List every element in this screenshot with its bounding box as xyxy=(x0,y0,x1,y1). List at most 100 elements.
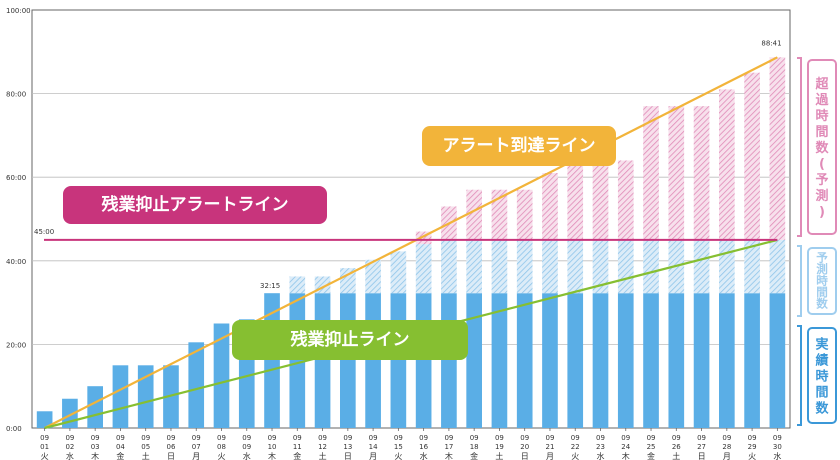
x-tick-label: 11 xyxy=(293,443,302,451)
x-tick-label: 23 xyxy=(596,443,605,451)
x-tick-label: 09 xyxy=(621,434,630,442)
y-tick-label: 0:00 xyxy=(6,425,22,433)
x-tick-label: 水 xyxy=(243,451,251,460)
bar-actual xyxy=(213,323,230,428)
bar-actual xyxy=(390,293,407,428)
data-label-first: 32:15 xyxy=(260,282,280,290)
x-tick-label: 日 xyxy=(698,452,706,460)
x-tick-label: 09 xyxy=(293,434,302,442)
bar-actual xyxy=(516,293,533,428)
bar-forecast xyxy=(365,259,381,294)
x-tick-label: 09 xyxy=(672,434,681,442)
bar-actual xyxy=(693,293,710,428)
legend-bracket xyxy=(797,245,802,317)
x-tick-label: 14 xyxy=(369,443,378,451)
x-tick-label: 03 xyxy=(91,443,100,451)
bar-excess xyxy=(719,89,735,240)
x-tick-label: 09 xyxy=(167,434,176,442)
x-tick-label: 金 xyxy=(293,451,301,460)
bar-forecast xyxy=(719,239,735,294)
bar-forecast xyxy=(466,239,482,294)
x-tick-label: 17 xyxy=(444,443,453,451)
x-tick-label: 火 xyxy=(748,452,756,460)
x-tick-label: 09 xyxy=(647,434,656,442)
x-tick-label: 09 xyxy=(773,434,782,442)
bar-forecast xyxy=(744,239,760,294)
bar-actual xyxy=(188,342,205,428)
x-tick-label: 金 xyxy=(470,451,478,460)
x-tick-label: 09 xyxy=(268,434,277,442)
x-tick-label: 火 xyxy=(41,452,49,460)
x-tick-label: 04 xyxy=(116,443,125,451)
x-tick-label: 09 xyxy=(91,434,100,442)
bar-excess xyxy=(466,189,482,240)
bar-actual xyxy=(567,293,584,428)
x-tick-label: 28 xyxy=(722,443,731,451)
x-tick-label: 06 xyxy=(167,443,176,451)
x-tick-label: 火 xyxy=(218,452,226,460)
legend-label: 実績時間数 xyxy=(815,336,829,416)
bar-forecast xyxy=(415,244,432,294)
data-label-last: 88:41 xyxy=(761,39,781,47)
x-tick-label: 07 xyxy=(192,443,201,451)
x-tick-label: 13 xyxy=(343,443,352,451)
x-tick-label: 水 xyxy=(597,451,605,460)
x-tick-label: 土 xyxy=(142,451,150,460)
x-tick-label: 金 xyxy=(116,451,124,460)
x-tick-label: 09 xyxy=(697,434,706,442)
x-tick-label: 09 xyxy=(141,434,150,442)
bar-actual xyxy=(542,293,558,428)
x-tick-label: 20 xyxy=(520,443,529,451)
bar-excess xyxy=(516,189,533,240)
bar-actual xyxy=(340,293,356,428)
suppress-alert-line-label: 残業抑止アラートライン xyxy=(63,186,327,224)
x-tick-label: 日 xyxy=(521,452,529,460)
bar-forecast xyxy=(769,239,786,294)
x-tick-label: 09 xyxy=(596,434,605,442)
x-tick-label: 09 xyxy=(495,434,504,442)
bar-actual xyxy=(617,293,634,428)
y-tick-label: 80:00 xyxy=(6,91,26,99)
alert-line xyxy=(44,56,778,429)
x-tick-label: 日 xyxy=(167,452,175,460)
x-tick-label: 09 xyxy=(343,434,352,442)
bar-excess xyxy=(643,106,659,240)
bar-excess xyxy=(744,72,760,240)
bar-forecast xyxy=(390,251,407,294)
bar-actual xyxy=(441,293,457,428)
x-tick-label: 09 xyxy=(192,434,201,442)
x-tick-label: 09 xyxy=(116,434,125,442)
y-tick-label: 60:00 xyxy=(6,174,26,182)
x-tick-label: 29 xyxy=(748,443,757,451)
bar-forecast xyxy=(491,239,508,294)
bar-actual xyxy=(719,293,735,428)
x-tick-label: 09 xyxy=(470,434,479,442)
legend-box xyxy=(807,247,837,315)
x-tick-label: 09 xyxy=(748,434,757,442)
x-tick-label: 25 xyxy=(647,443,656,451)
bar-forecast xyxy=(693,239,710,294)
x-tick-label: 水 xyxy=(773,451,781,460)
x-tick-label: 15 xyxy=(394,443,403,451)
x-tick-label: 水 xyxy=(66,451,74,460)
x-tick-label: 月 xyxy=(192,452,200,460)
bar-excess xyxy=(668,106,685,240)
bar-excess xyxy=(693,106,710,240)
bar-actual xyxy=(36,411,53,428)
bar-actual xyxy=(112,365,129,428)
bar-forecast xyxy=(340,268,356,294)
data-label-threshold: 45:00 xyxy=(34,228,54,236)
x-tick-label: 24 xyxy=(621,443,630,451)
bar-actual xyxy=(415,293,432,428)
bar-actual xyxy=(137,365,154,428)
bar-actual xyxy=(744,293,760,428)
bar-actual xyxy=(668,293,685,428)
y-tick-label: 20:00 xyxy=(6,341,26,349)
x-tick-label: 木 xyxy=(91,451,99,460)
x-tick-label: 木 xyxy=(268,451,276,460)
x-tick-label: 30 xyxy=(773,443,782,451)
x-tick-label: 19 xyxy=(495,443,504,451)
x-tick-label: 木 xyxy=(445,451,453,460)
bar-excess xyxy=(592,160,609,240)
bar-excess xyxy=(567,160,584,240)
